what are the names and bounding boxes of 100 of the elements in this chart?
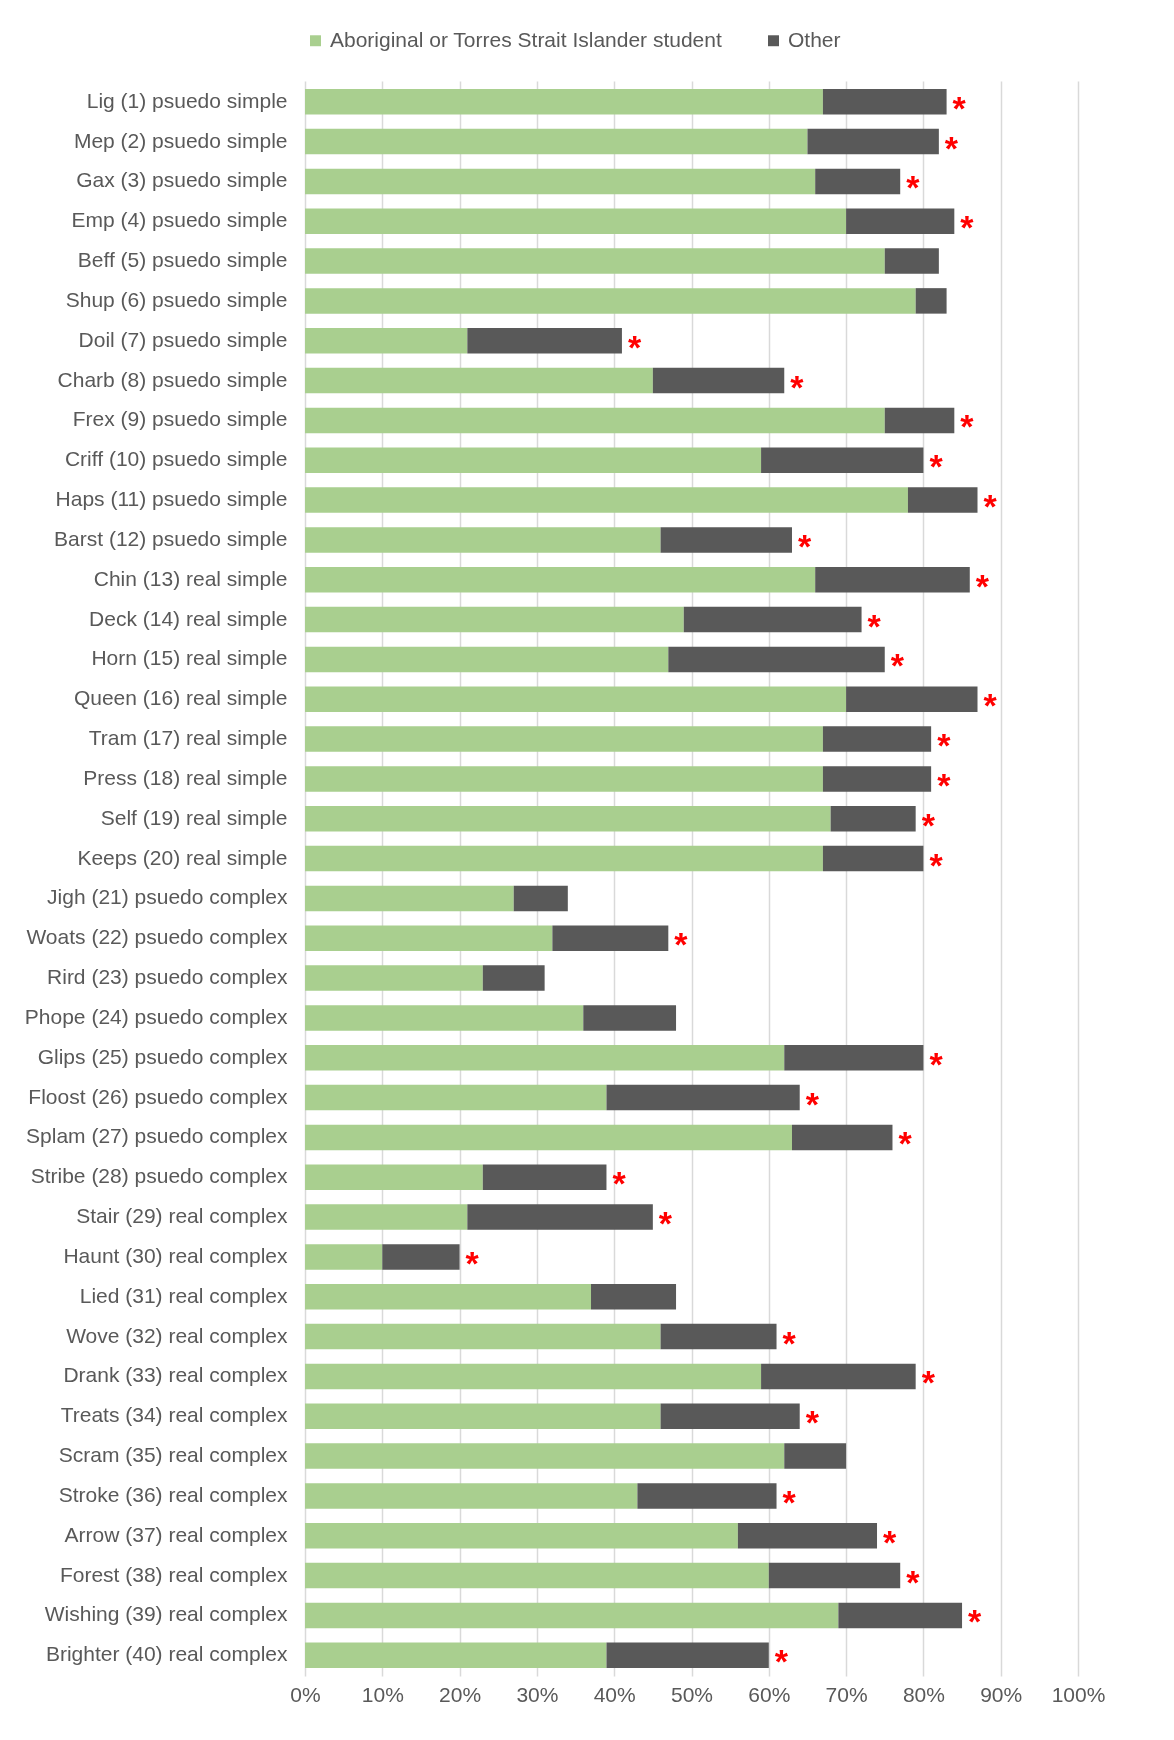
y-tick-label: Doil (7) psuedo simple (78, 327, 288, 351)
bar (305, 1284, 592, 1310)
y-tick-label: Splam (27) psuedo complex (26, 1124, 288, 1148)
annotation: * (867, 606, 882, 645)
bar (482, 965, 545, 991)
y-tick-label: Queen (16) real simple (73, 686, 288, 710)
bar (305, 1562, 769, 1589)
bar (822, 88, 947, 115)
annotation: * (790, 367, 805, 406)
bar (482, 1164, 607, 1191)
y-tick-label: Stroke (36) real complex (58, 1482, 288, 1506)
annotation: * (782, 1323, 797, 1362)
y-tick-label: Stair (29) real complex (76, 1204, 288, 1228)
legend-label: Aboriginal or Torres Strait Islander student (330, 27, 722, 51)
y-tick-label: Chin (13) real simple (93, 566, 288, 590)
annotation: * (937, 726, 952, 765)
bar (305, 726, 823, 752)
x-tick-label: 40% (593, 1682, 636, 1706)
bar (552, 925, 669, 951)
y-tick-label: Arrow (37) real complex (64, 1522, 288, 1546)
bar (606, 1642, 769, 1669)
y-tick-label: Tram (17) real simple (88, 726, 288, 750)
bar (305, 1164, 483, 1191)
annotation: * (944, 128, 959, 167)
bar (915, 288, 947, 314)
bar (815, 566, 970, 593)
bar (737, 1523, 878, 1549)
bar (838, 1602, 963, 1629)
annotation: * (898, 1124, 913, 1163)
x-tick-label: 70% (825, 1682, 868, 1706)
y-tick-label: Glips (25) psuedo complex (37, 1044, 288, 1068)
bar (660, 1323, 777, 1350)
annotation: * (890, 646, 905, 685)
bar (305, 1602, 839, 1629)
y-tick-label: Scram (35) real complex (58, 1443, 288, 1467)
bar (305, 566, 816, 593)
bar (305, 606, 684, 633)
bar (305, 1403, 661, 1430)
bar (305, 168, 816, 195)
y-tick-label: Treats (34) real complex (60, 1403, 288, 1427)
bar (822, 726, 932, 752)
annotation: * (805, 1084, 820, 1123)
y-tick-label: Deck (14) real simple (89, 606, 288, 630)
y-tick-label: Wove (32) real complex (66, 1323, 288, 1347)
bar (807, 128, 939, 155)
x-tick-label: 20% (439, 1682, 482, 1706)
bar (637, 1483, 777, 1509)
bar (606, 1084, 800, 1111)
annotation: * (627, 327, 642, 366)
bar (305, 288, 916, 314)
x-tick-label: 50% (670, 1682, 714, 1706)
bar (822, 766, 932, 792)
y-tick-label: Rird (23) psuedo complex (47, 965, 288, 989)
bar (305, 1443, 785, 1469)
y-tick-label: Phope (24) psuedo complex (24, 1004, 288, 1028)
bar (305, 447, 762, 473)
bar (683, 606, 862, 633)
annotation: * (674, 925, 689, 964)
annotation: * (797, 526, 812, 565)
bar (467, 1204, 653, 1230)
y-tick-label: Haps (11) psuedo simple (55, 487, 288, 511)
bar (305, 527, 661, 553)
annotation: * (983, 686, 998, 725)
bar (305, 208, 847, 234)
bar (305, 367, 653, 394)
bar (822, 845, 924, 872)
y-tick-label: Emp (4) psuedo simple (71, 208, 288, 232)
bar (791, 1124, 893, 1151)
annotation: * (465, 1243, 480, 1282)
bar (382, 1244, 460, 1270)
y-tick-label: Charb (8) psuedo simple (57, 367, 288, 391)
bar (305, 1084, 607, 1111)
annotation: * (906, 168, 921, 207)
y-tick-label: Shup (6) psuedo simple (65, 287, 288, 311)
bar (660, 527, 792, 553)
annotation: * (975, 566, 990, 605)
y-tick-label: Brighter (40) real complex (45, 1642, 288, 1666)
bar (305, 128, 808, 155)
bar (513, 885, 568, 912)
y-tick-label: Jigh (21) psuedo complex (47, 885, 288, 909)
annotation: * (929, 1044, 944, 1083)
annotation: * (937, 765, 952, 804)
bar (305, 1045, 785, 1071)
y-tick-label: Lied (31) real complex (79, 1283, 288, 1307)
y-tick-label: Forest (38) real complex (59, 1562, 288, 1586)
annotation: * (906, 1562, 921, 1601)
annotation: * (968, 1602, 983, 1641)
y-tick-label: Criff (10) psuedo simple (64, 447, 288, 471)
y-tick-label: Stribe (28) psuedo complex (30, 1164, 288, 1188)
bar (660, 1403, 800, 1430)
y-tick-label: Woats (22) psuedo complex (26, 925, 288, 949)
bar (884, 407, 955, 434)
bar (846, 686, 978, 712)
annotation: * (774, 1642, 789, 1681)
annotation: * (782, 1482, 797, 1521)
x-tick-label: 100% (1051, 1682, 1106, 1706)
y-tick-label: Horn (15) real simple (91, 646, 288, 670)
bar (761, 1363, 916, 1390)
annotation: * (883, 1522, 898, 1561)
bar (305, 88, 823, 115)
